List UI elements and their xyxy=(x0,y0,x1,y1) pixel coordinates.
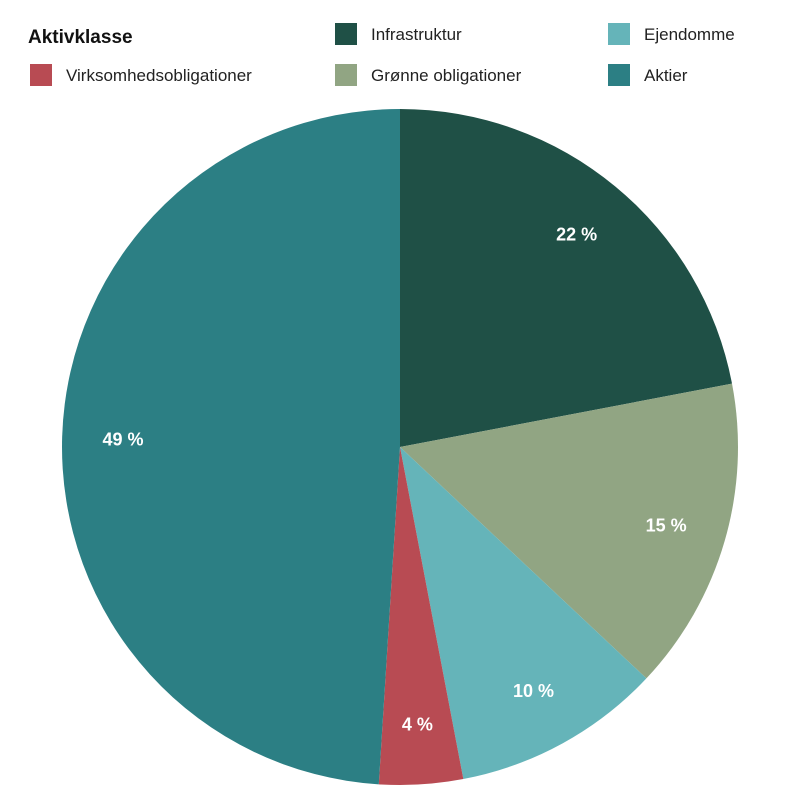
slice-aktier xyxy=(62,109,400,785)
legend-item-aktier: Aktier xyxy=(608,64,688,86)
legend-swatch-aktier xyxy=(608,64,630,86)
data-label-gronne-obligationer: 15 % xyxy=(646,515,687,535)
legend-label-ejendomme: Ejendomme xyxy=(644,25,735,44)
slice-labels: 22 % 15 % 10 % 4 % 49 % xyxy=(102,224,686,734)
pie-slices xyxy=(62,109,738,785)
legend-item-infrastruktur: Infrastruktur xyxy=(335,23,462,45)
slice-virksomhedsobligationer xyxy=(378,447,464,785)
data-label-infrastruktur: 22 % xyxy=(556,224,597,244)
legend-item-gronne-obligationer: Grønne obligationer xyxy=(335,64,522,86)
legend-label-virksomhedsobligationer: Virksomhedsobligationer xyxy=(66,66,252,85)
legend-swatch-ejendomme xyxy=(608,23,630,45)
legend-swatch-virksomhedsobligationer xyxy=(30,64,52,86)
legend-label-gronne-obligationer: Grønne obligationer xyxy=(371,66,522,85)
legend-swatch-infrastruktur xyxy=(335,23,357,45)
legend-label-aktier: Aktier xyxy=(644,66,688,85)
legend-item-virksomhedsobligationer: Virksomhedsobligationer xyxy=(30,64,252,86)
legend-swatch-gronne-obligationer xyxy=(335,64,357,86)
legend-label-infrastruktur: Infrastruktur xyxy=(371,25,462,44)
data-label-virksomhedsobligationer: 4 % xyxy=(402,715,433,735)
legend-item-ejendomme: Ejendomme xyxy=(608,23,735,45)
legend: Aktivklasse Infrastruktur Ejendomme Virkso… xyxy=(28,23,735,86)
data-label-ejendomme: 10 % xyxy=(513,681,554,701)
slice-ejendomme xyxy=(400,447,647,780)
slice-gronne-obligationer xyxy=(400,383,738,679)
slice-infrastruktur xyxy=(400,109,733,447)
data-label-aktier: 49 % xyxy=(102,429,143,449)
legend-title: Aktivklasse xyxy=(28,27,133,48)
